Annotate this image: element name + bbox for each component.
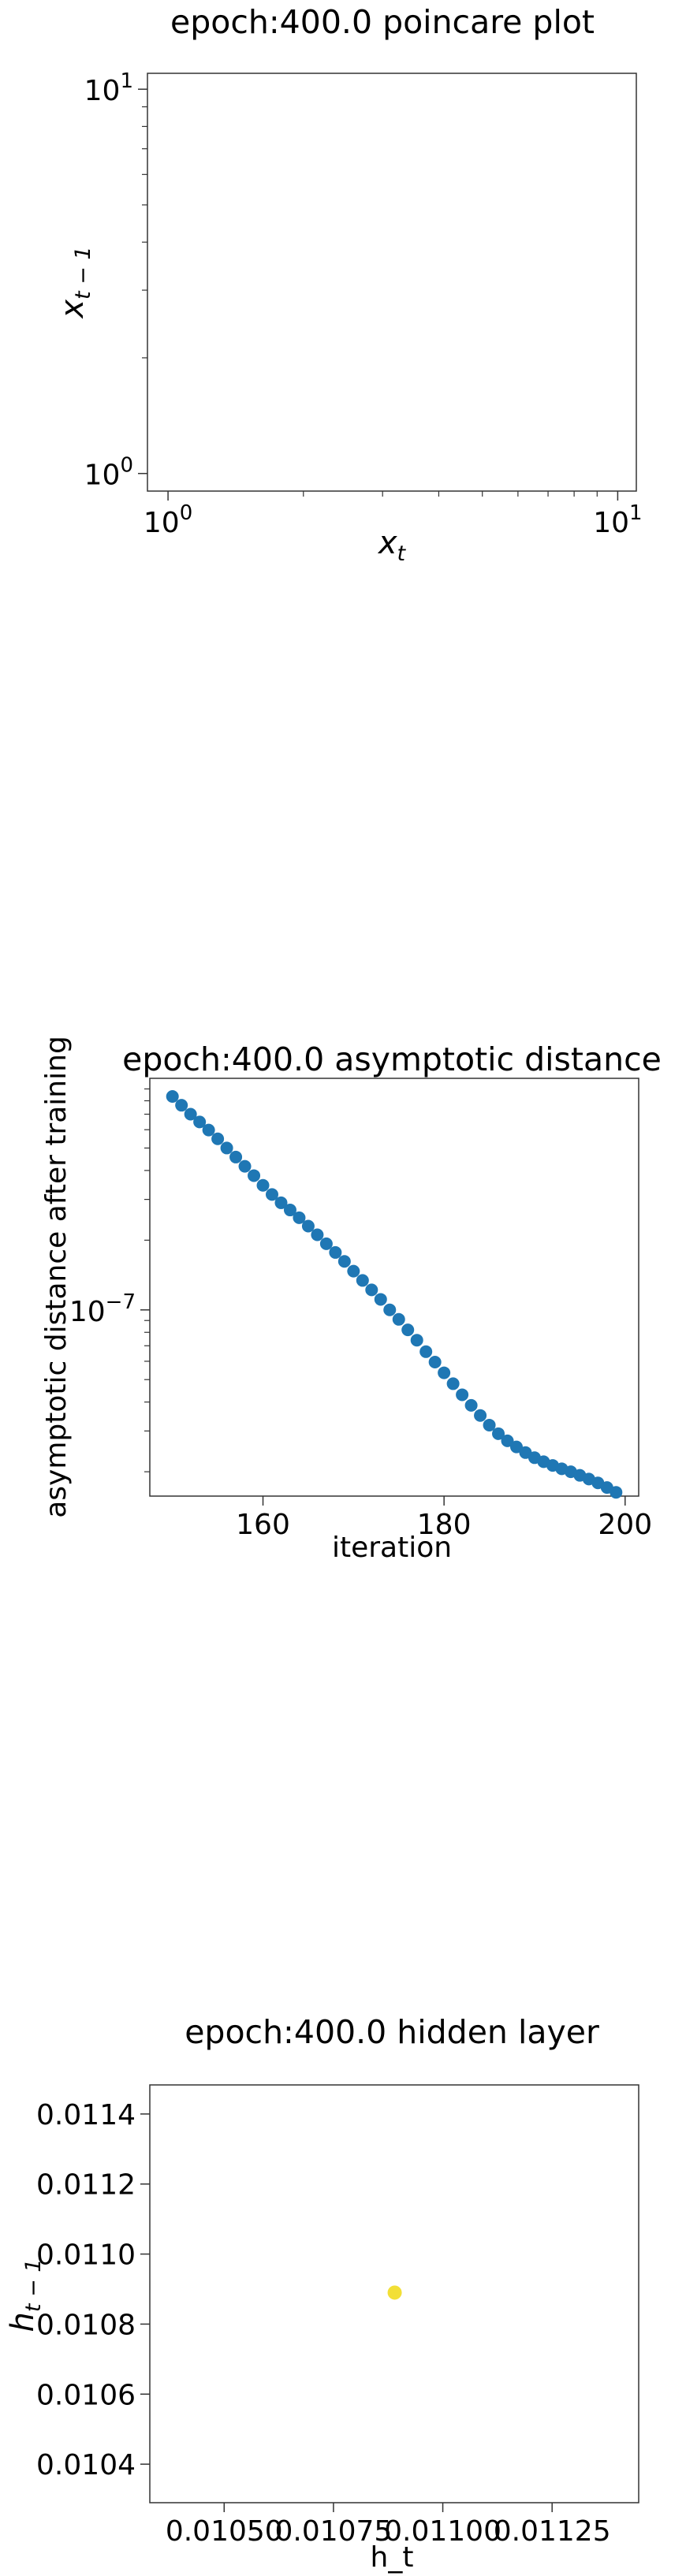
asymptotic-distance-chart: epoch:400.0 asymptotic distance 10−7 160… xyxy=(40,1036,662,1564)
hidden-layer-y-ticks: 0.0104 0.0106 0.0108 0.0110 0.0112 0.0114 xyxy=(36,2099,150,2481)
data-point xyxy=(238,1160,252,1173)
data-point xyxy=(211,1132,225,1145)
data-point xyxy=(483,1418,496,1431)
data-point xyxy=(283,1204,296,1217)
data-point xyxy=(311,1228,324,1241)
hidden-layer-points xyxy=(387,2285,402,2300)
data-point xyxy=(410,1334,423,1347)
data-point xyxy=(184,1107,197,1121)
y-tick-label: 0.0110 xyxy=(36,2239,136,2272)
data-point xyxy=(175,1099,188,1112)
data-point xyxy=(492,1427,505,1440)
data-point xyxy=(383,1303,397,1316)
asymptotic-distance-x-ticks: 160 180 200 xyxy=(236,1496,652,1541)
asymptotic-distance-y-axis-label: asymptotic distance after training xyxy=(40,1036,73,1518)
data-point xyxy=(374,1293,387,1306)
data-point xyxy=(166,1090,179,1104)
data-point xyxy=(337,1255,351,1268)
data-point xyxy=(387,2285,402,2300)
hidden-layer-frame xyxy=(149,2084,639,2503)
x-tick-label: 0.01100 xyxy=(384,2515,501,2548)
data-point xyxy=(610,1486,623,1499)
asymptotic-distance-points xyxy=(166,1090,623,1499)
data-point xyxy=(456,1388,469,1402)
hidden-layer-chart: epoch:400.0 hidden layer 0.01040.01060.0… xyxy=(5,2013,639,2574)
data-point xyxy=(438,1366,451,1379)
data-point xyxy=(510,1440,523,1454)
x-tick-label: 200 xyxy=(598,1509,652,1541)
x-tick-label: 101 xyxy=(593,501,642,539)
data-point xyxy=(248,1169,261,1182)
data-point xyxy=(419,1345,433,1358)
asymptotic-distance-title: epoch:400.0 asymptotic distance xyxy=(122,1040,662,1078)
asymptotic-distance-y-ticks: 10−7 xyxy=(69,1088,150,1472)
data-point xyxy=(319,1237,333,1250)
y-tick-label: 0.0104 xyxy=(36,2449,136,2481)
data-point xyxy=(229,1150,243,1163)
y-tick-label: 101 xyxy=(84,69,133,107)
y-tick-label: 0.0106 xyxy=(36,2379,136,2411)
x-tick-label: 180 xyxy=(417,1509,472,1541)
poincare-plot-title: epoch:400.0 poincare plot xyxy=(170,3,595,41)
data-point xyxy=(356,1274,369,1287)
y-tick-label: 100 xyxy=(84,454,133,492)
y-tick-label: 0.0114 xyxy=(36,2099,136,2131)
poincare-plot-y-ticks: 100 101 xyxy=(84,69,147,492)
y-tick-label: 0.0112 xyxy=(36,2169,136,2202)
x-tick-label: 0.01050 xyxy=(166,2515,283,2548)
data-point xyxy=(274,1196,288,1209)
y-tick-label: 0.0108 xyxy=(36,2309,136,2341)
data-point xyxy=(202,1123,215,1137)
hidden-layer-y-axis-label: ht − 1 xyxy=(5,2259,46,2332)
data-point xyxy=(365,1283,378,1297)
data-point xyxy=(401,1323,415,1337)
x-tick-label: 0.01075 xyxy=(274,2515,392,2548)
hidden-layer-x-axis-label: h_t xyxy=(371,2541,414,2574)
poincare-plot-x-ticks: 100 101 xyxy=(144,491,643,539)
asymptotic-distance-x-axis-label: iteration xyxy=(332,1532,452,1564)
data-point xyxy=(293,1211,306,1224)
data-point xyxy=(464,1398,478,1412)
data-point xyxy=(193,1115,207,1129)
data-point xyxy=(392,1312,405,1326)
poincare-plot-frame xyxy=(147,73,637,492)
poincare-plot-y-axis-label: xt − 1 xyxy=(54,246,95,319)
data-point xyxy=(329,1245,342,1259)
data-point xyxy=(256,1178,270,1192)
hidden-layer-title: epoch:400.0 hidden layer xyxy=(185,2013,599,2051)
data-point xyxy=(501,1434,514,1447)
data-point xyxy=(347,1264,360,1278)
y-tick-label: 10−7 xyxy=(69,1290,136,1328)
data-point xyxy=(474,1409,487,1422)
data-point xyxy=(301,1219,315,1233)
x-tick-label: 160 xyxy=(236,1509,290,1541)
data-point xyxy=(446,1377,460,1390)
data-point xyxy=(266,1188,278,1201)
data-point xyxy=(220,1141,233,1155)
x-tick-label: 100 xyxy=(144,501,192,539)
data-point xyxy=(428,1356,442,1369)
asymptotic-distance-frame xyxy=(149,1078,639,1497)
poincare-plot-x-axis-label: xt xyxy=(377,525,407,566)
x-tick-label: 0.01125 xyxy=(494,2515,611,2548)
